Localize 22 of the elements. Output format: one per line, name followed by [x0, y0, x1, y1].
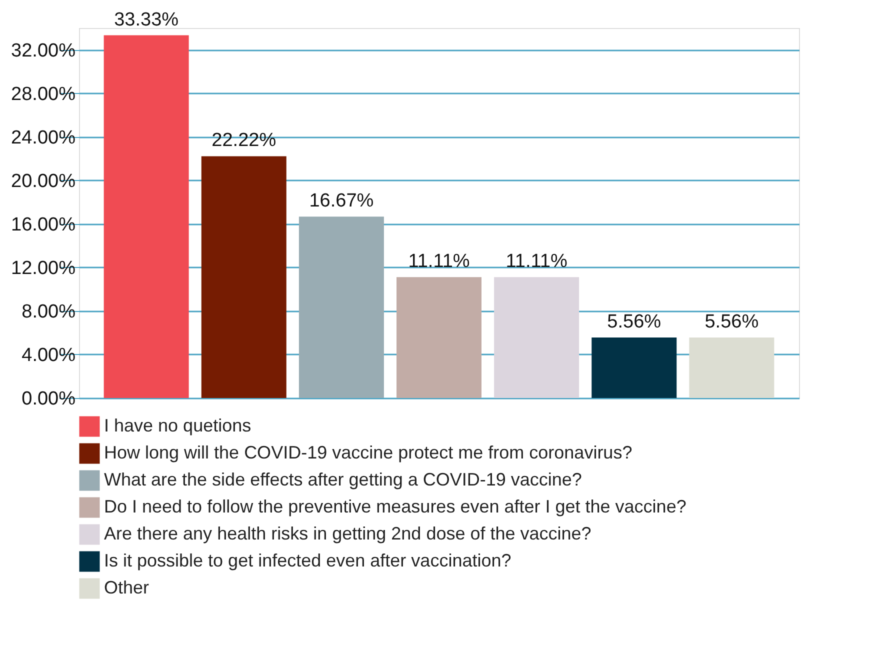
legend-label: How long will the COVID-19 vaccine protect me from coronavirus?: [104, 442, 632, 462]
y-tick-label: 20.00%: [11, 170, 76, 192]
legend-label: Other: [104, 578, 150, 598]
data-label: 16.67%: [309, 190, 374, 212]
y-tick-label: 16.00%: [11, 214, 76, 236]
legend-label: I have no quetions: [104, 416, 252, 436]
y-tick-label: 0.00%: [22, 388, 76, 410]
y-tick-label: 4.00%: [22, 344, 76, 366]
data-label: 11.11%: [408, 251, 470, 272]
y-tick-label: 32.00%: [11, 40, 76, 62]
legend-label: Are there any health risks in getting 2nd dose of the vaccine?: [104, 524, 592, 544]
data-label: 33.33%: [114, 9, 179, 30]
y-tick-label: 8.00%: [22, 301, 76, 322]
legend-label: Is it possible to get infected even after vaccination?: [104, 550, 512, 570]
legend-label: What are the side effects after getting a COVID-19 vaccine?: [104, 470, 582, 490]
data-label: 11.11%: [506, 251, 568, 272]
data-label: 5.56%: [607, 311, 662, 332]
y-tick-label: 12.00%: [11, 258, 76, 279]
y-tick-label: 28.00%: [11, 84, 76, 105]
data-label: 5.56%: [704, 311, 759, 332]
legend-label: Do I need to follow the preventive measures even after I get the vaccine?: [104, 496, 686, 516]
y-tick-label: 24.00%: [11, 127, 76, 148]
